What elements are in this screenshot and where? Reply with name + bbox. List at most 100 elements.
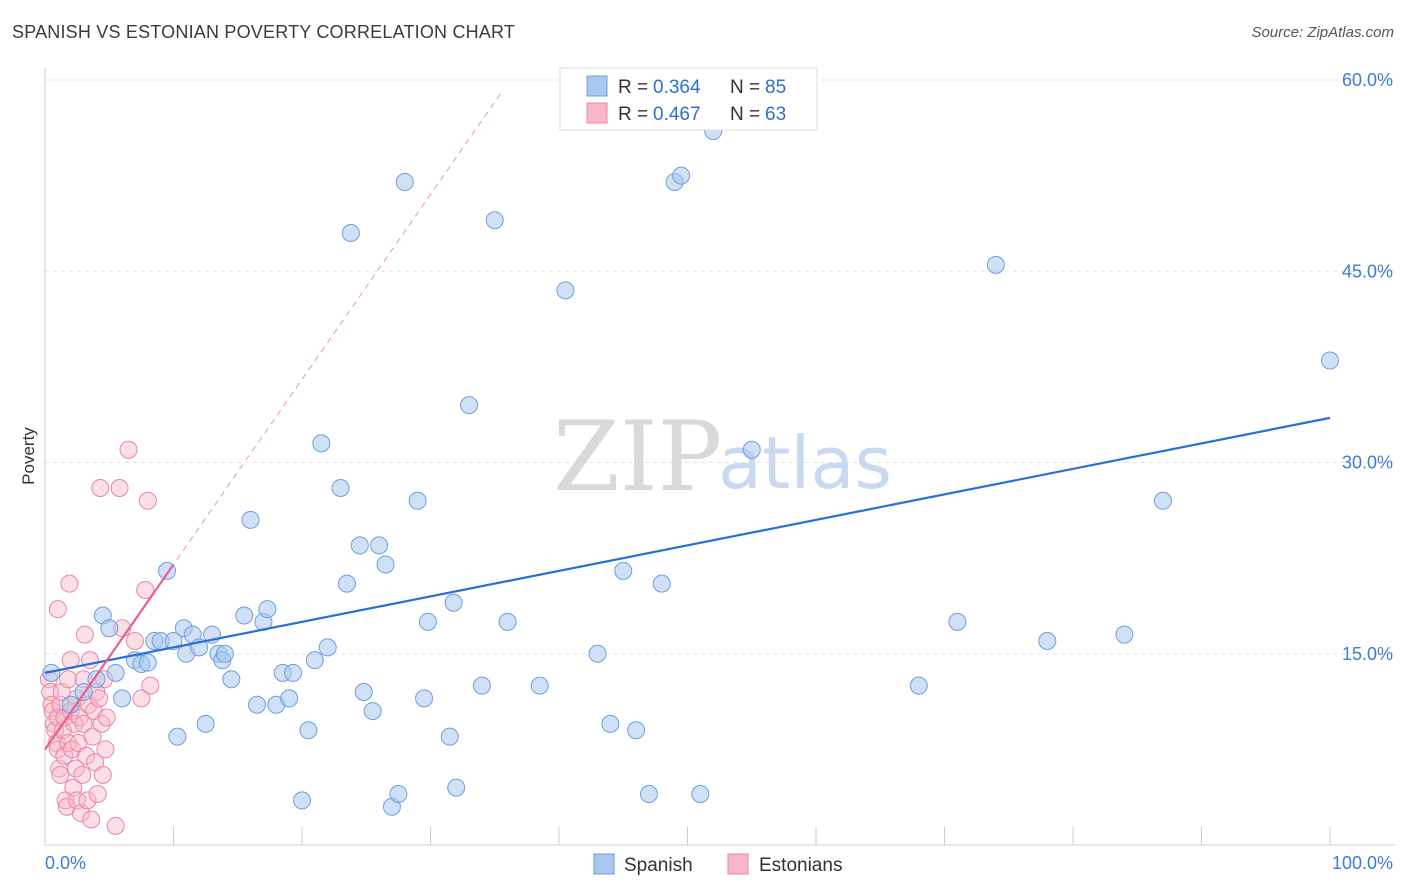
spanish-point — [447, 778, 466, 797]
watermark-zip: ZIP — [553, 401, 722, 513]
legend-estonian-r-label: R = — [618, 104, 648, 125]
spanish-point — [1038, 632, 1057, 650]
legend-spanish-swatch — [586, 75, 608, 97]
spanish-point — [556, 281, 575, 300]
y-axis-label: Poverty — [19, 427, 38, 485]
estonian-point — [141, 676, 160, 695]
spanish-point — [42, 663, 61, 682]
spanish-point — [588, 644, 607, 663]
y-tick-label: 15.0% — [1342, 644, 1393, 664]
spanish-point — [440, 727, 459, 746]
legend-estonian-swatch — [586, 102, 608, 124]
estonian-point — [119, 440, 138, 459]
estonian-point — [48, 740, 67, 759]
spanish-point — [363, 702, 382, 721]
spanish-point — [164, 632, 183, 650]
estonian-point — [75, 625, 94, 644]
spanish-point — [138, 653, 157, 672]
spanish-point — [312, 434, 331, 453]
spanish-point — [652, 574, 671, 593]
spanish-point — [986, 255, 1005, 274]
spanish-point — [472, 676, 491, 695]
spanish-point — [639, 785, 658, 803]
estonian-point — [96, 740, 115, 759]
spanish-point — [691, 785, 710, 803]
watermark-atlas: atlas — [718, 421, 892, 505]
spanish-point — [248, 695, 267, 714]
x-tick-label-max: 100.0% — [1332, 853, 1393, 873]
legend-bottom-spanish-label: Spanish — [624, 855, 693, 876]
estonian-point — [125, 632, 144, 650]
watermark: ZIP atlas — [553, 401, 892, 513]
y-tick-label: 60.0% — [1342, 70, 1393, 90]
spanish-point — [241, 510, 260, 529]
estonian-point — [60, 574, 79, 593]
chart-title: SPANISH VS ESTONIAN POVERTY CORRELATION … — [12, 22, 516, 42]
spanish-point — [354, 683, 373, 701]
estonian-point — [82, 810, 101, 829]
legend-spanish-n-value: 85 — [765, 77, 786, 98]
legend-top: R = 0.364 N = 85 R = 0.467 N = 63 — [559, 67, 818, 131]
legend-estonian-n-label: N = — [730, 104, 760, 125]
estonian-point — [91, 479, 110, 497]
spanish-point — [215, 644, 234, 663]
spanish-point — [408, 491, 427, 510]
spanish-point — [395, 173, 414, 191]
legend-spanish-r-label: R = — [618, 77, 648, 98]
spanish-point — [87, 670, 106, 689]
estonian-point — [88, 785, 107, 803]
spanish-point — [444, 593, 463, 612]
spanish-points — [42, 122, 1339, 816]
estonian-point — [74, 714, 93, 733]
y-tick-label: 30.0% — [1342, 453, 1393, 473]
estonian-point — [48, 600, 67, 619]
spanish-point — [106, 663, 125, 682]
estonian-point — [51, 765, 70, 784]
legend-bottom-spanish-swatch — [593, 853, 615, 875]
spanish-point — [376, 555, 395, 574]
spanish-point — [460, 396, 479, 415]
estonian-point — [138, 491, 157, 510]
y-tick-label: 45.0% — [1342, 261, 1393, 281]
estonian-point — [106, 816, 125, 835]
spanish-point — [627, 721, 646, 740]
legend-estonian-n-value: 63 — [765, 104, 786, 125]
spanish-point — [485, 211, 504, 230]
spanish-point — [331, 479, 350, 497]
spanish-point — [299, 721, 318, 740]
spanish-point — [305, 651, 324, 670]
spanish-point — [337, 574, 356, 593]
spanish-point — [614, 561, 633, 580]
legend-spanish-n-label: N = — [730, 77, 760, 98]
estonian-point — [89, 689, 108, 708]
estonian-point — [97, 708, 116, 727]
spanish-point — [280, 689, 299, 708]
estonian-trend-line — [44, 563, 175, 751]
spanish-point — [389, 785, 408, 803]
spanish-point — [293, 791, 311, 810]
spanish-trend-line — [44, 416, 1331, 674]
spanish-point — [113, 689, 132, 708]
estonian-point — [132, 689, 151, 708]
legend-bottom: Spanish Estonians — [593, 853, 842, 876]
spanish-point — [168, 727, 187, 746]
estonian-point — [83, 727, 102, 746]
estonian-point — [59, 670, 78, 689]
spanish-point — [742, 440, 761, 459]
spanish-point — [284, 663, 303, 682]
estonian-point — [77, 746, 96, 765]
spanish-point — [1115, 625, 1134, 644]
spanish-point — [1153, 491, 1172, 510]
spanish-point — [341, 224, 360, 242]
spanish-point — [601, 714, 620, 733]
spanish-point — [909, 676, 928, 695]
grid-layer — [45, 79, 1395, 655]
estonian-point — [136, 581, 155, 599]
spanish-point — [418, 612, 437, 631]
estonian-point — [73, 765, 92, 784]
spanish-point — [672, 166, 691, 185]
x-tick-label-min: 0.0% — [45, 853, 86, 873]
legend-estonian-r-value: 0.467 — [653, 104, 701, 125]
estonian-point — [110, 479, 129, 497]
